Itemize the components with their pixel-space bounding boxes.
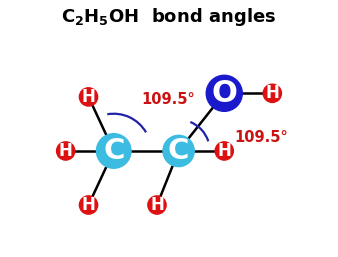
Text: H: H <box>150 196 164 214</box>
Text: H: H <box>81 196 95 214</box>
Text: H: H <box>217 142 231 160</box>
Text: 109.5°: 109.5° <box>234 130 288 145</box>
Circle shape <box>206 75 242 111</box>
Circle shape <box>79 196 98 214</box>
Circle shape <box>96 134 131 168</box>
Text: H: H <box>265 84 279 102</box>
Circle shape <box>163 135 194 167</box>
Circle shape <box>56 142 75 160</box>
Circle shape <box>263 84 282 103</box>
Circle shape <box>79 88 98 106</box>
Text: 109.5°: 109.5° <box>141 91 195 106</box>
Circle shape <box>215 142 233 160</box>
Text: H: H <box>59 142 73 160</box>
Text: O: O <box>211 79 237 108</box>
Text: C: C <box>103 137 124 165</box>
Circle shape <box>148 196 166 214</box>
Text: $\mathbf{C_2H_5OH}$  bond angles: $\mathbf{C_2H_5OH}$ bond angles <box>62 5 276 27</box>
Text: C: C <box>168 137 189 165</box>
Text: H: H <box>81 88 95 106</box>
